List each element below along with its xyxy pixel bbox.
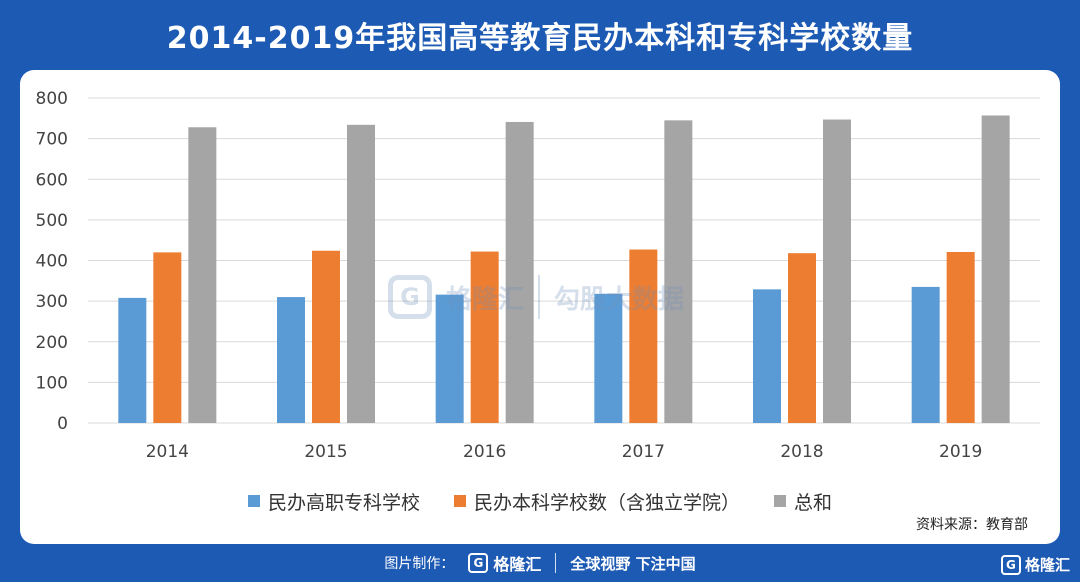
- bar-series-3-2019: [981, 115, 1010, 423]
- x-tick-label: 2014: [146, 442, 189, 462]
- bar-series-3-2014: [188, 127, 217, 423]
- x-tick-label: 2015: [304, 442, 347, 462]
- source-note: 资料来源：教育部: [916, 517, 1028, 533]
- corner-brand: G 格隆汇: [1000, 554, 1070, 575]
- footer-slogan: 全球视野 下注中国: [570, 554, 696, 573]
- x-tick-label: 2018: [780, 442, 823, 462]
- bar-series-2-2014: [153, 252, 182, 423]
- y-tick-label: 300: [36, 292, 68, 312]
- bar-series-3-2017: [664, 120, 693, 423]
- legend-label-series-1: 民办高职专科学校: [267, 491, 420, 514]
- brand-logo-icon: G: [468, 553, 489, 573]
- y-tick-label: 600: [36, 170, 68, 190]
- corner-brand-name: 格隆汇: [1024, 556, 1070, 574]
- legend-item-series-1: 民办高职专科学校: [247, 488, 420, 515]
- bar-series-3-2018: [823, 119, 851, 423]
- legend-item-series-2: 民办本科学校数（含独立学院）: [453, 488, 740, 515]
- bar-series-1-2015: [277, 297, 305, 423]
- y-tick-label: 200: [36, 333, 68, 353]
- y-tick-label: 100: [36, 373, 68, 393]
- bar-series-2-2015: [312, 250, 340, 423]
- watermark: G 格隆汇 勾股大数据: [388, 270, 684, 324]
- bar-series-2-2017: [629, 249, 658, 423]
- y-tick-label: 0: [57, 414, 68, 434]
- footer-brand-name: 格隆汇: [493, 555, 542, 574]
- bar-series-3-2015: [347, 124, 375, 423]
- bar-series-2-2016: [470, 251, 499, 423]
- watermark-divider: [538, 275, 541, 319]
- legend-item-series-3: 总和: [774, 488, 832, 515]
- bar-series-2-2019: [946, 251, 975, 423]
- legend-swatch-series-2: [453, 495, 466, 507]
- watermark-text: 勾股大数据: [554, 284, 685, 315]
- bar-series-1-2017: [594, 293, 623, 423]
- chart-title: 2014-2019年我国高等教育民办本科和专科学校数量: [166, 21, 914, 56]
- bar-chart: 0 100 200 300 400 500 600 700 800 2014 2015 2016 201…: [36, 89, 1040, 462]
- footer-brand: G 格隆汇: [468, 551, 541, 575]
- legend-swatch-series-1: [247, 495, 260, 507]
- y-tick-label: 700: [36, 130, 68, 150]
- bar-series-3-2016: [505, 121, 534, 423]
- y-tick-label: 500: [36, 211, 68, 231]
- bar-series-2-2018: [788, 253, 816, 423]
- legend-label-series-3: 总和: [794, 491, 833, 514]
- watermark-brand: 格隆汇: [446, 284, 525, 315]
- footer: 图片制作： G 格隆汇 全球视野 下注中国: [0, 544, 1080, 582]
- x-tick-label: 2017: [622, 442, 665, 462]
- legend-swatch-series-3: [774, 495, 786, 507]
- bar-series-1-2016: [435, 294, 464, 423]
- corner-logo-icon: G: [1000, 554, 1021, 575]
- bar-series-1-2018: [753, 289, 781, 423]
- footer-divider: [555, 553, 557, 573]
- bar-series-1-2014: [118, 297, 147, 423]
- footer-made-by: 图片制作：: [384, 556, 455, 572]
- chart-panel: 0 100 200 300 400 500 600 700 800 2014 2015 2016 201…: [20, 70, 1060, 544]
- bar-series-1-2019: [911, 286, 940, 423]
- x-tick-label: 2016: [463, 442, 506, 462]
- x-tick-label: 2019: [939, 442, 982, 462]
- watermark-logo-icon: G: [388, 275, 432, 319]
- y-tick-label: 800: [36, 89, 68, 109]
- chart-legend: 民办高职专科学校 民办本科学校数（含独立学院） 总和: [20, 484, 1060, 518]
- legend-label-series-2: 民办本科学校数（含独立学院）: [473, 491, 740, 514]
- y-tick-label: 400: [36, 252, 68, 272]
